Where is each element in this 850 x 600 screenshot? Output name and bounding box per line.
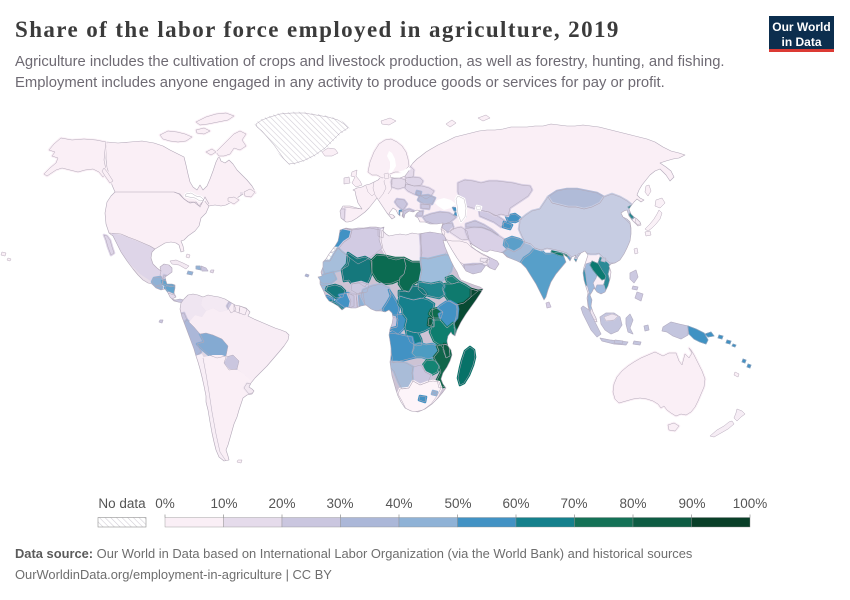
- svg-text:70%: 70%: [560, 496, 587, 511]
- svg-text:50%: 50%: [444, 496, 471, 511]
- svg-text:100%: 100%: [733, 496, 768, 511]
- svg-text:90%: 90%: [678, 496, 705, 511]
- svg-text:60%: 60%: [502, 496, 529, 511]
- svg-text:20%: 20%: [268, 496, 295, 511]
- svg-text:0%: 0%: [155, 496, 175, 511]
- svg-text:40%: 40%: [385, 496, 412, 511]
- svg-text:80%: 80%: [619, 496, 646, 511]
- svg-text:30%: 30%: [326, 496, 353, 511]
- svg-text:No data: No data: [98, 496, 146, 511]
- svg-text:10%: 10%: [210, 496, 237, 511]
